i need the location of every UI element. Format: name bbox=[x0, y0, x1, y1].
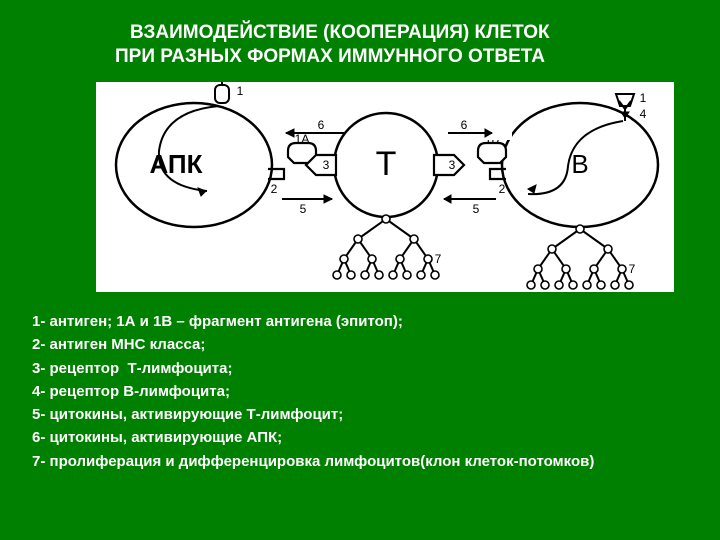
title-line-2: ПРИ РАЗНЫХ ФОРМАХ ИММУННОГО ОТВЕТА bbox=[115, 46, 545, 68]
title-line-1: ВЗАИМОДЕЙСТВИЕ (КООПЕРАЦИЯ) КЛЕТОК bbox=[130, 22, 550, 44]
legend-item-7: 7- пролиферация и дифференцировка лимфоц… bbox=[32, 450, 594, 473]
slide: ВЗАИМОДЕЙСТВИЕ (КООПЕРАЦИЯ) КЛЕТОК ПРИ Р… bbox=[0, 0, 720, 540]
svg-text:2: 2 bbox=[499, 182, 506, 196]
svg-text:Т: Т bbox=[376, 145, 397, 183]
svg-text:1: 1 bbox=[640, 91, 647, 105]
svg-text:3: 3 bbox=[323, 158, 330, 172]
svg-text:6: 6 bbox=[318, 118, 325, 132]
legend-item-2: 2- антиген МНС класса; bbox=[32, 333, 594, 356]
legend-item-6: 6- цитокины, активирующие АПК; bbox=[32, 426, 594, 449]
svg-text:АПК: АПК bbox=[150, 149, 203, 179]
svg-text:7: 7 bbox=[629, 262, 636, 276]
legend-item-1: 1- антиген; 1А и 1В – фрагмент антигена … bbox=[32, 310, 594, 333]
svg-text:6: 6 bbox=[461, 118, 468, 132]
legend-item-4: 4- рецептор В-лимфоцита; bbox=[32, 380, 594, 403]
svg-text:4: 4 bbox=[640, 107, 647, 121]
svg-text:3: 3 bbox=[449, 158, 456, 172]
svg-text:1: 1 bbox=[237, 84, 244, 98]
svg-text:5: 5 bbox=[300, 202, 307, 216]
svg-text:1А: 1А bbox=[295, 132, 310, 146]
legend-item-5: 5- цитокины, активирующие Т-лимфоцит; bbox=[32, 403, 594, 426]
diagram: АПКТВ1141А236531Б26577 bbox=[96, 82, 674, 292]
legend-item-3: 3- рецептор Т-лимфоцита; bbox=[32, 357, 594, 380]
svg-text:2: 2 bbox=[271, 182, 278, 196]
svg-text:В: В bbox=[571, 149, 588, 179]
svg-text:5: 5 bbox=[473, 202, 480, 216]
svg-text:7: 7 bbox=[435, 252, 442, 266]
legend: 1- антиген; 1А и 1В – фрагмент антигена … bbox=[32, 310, 594, 473]
